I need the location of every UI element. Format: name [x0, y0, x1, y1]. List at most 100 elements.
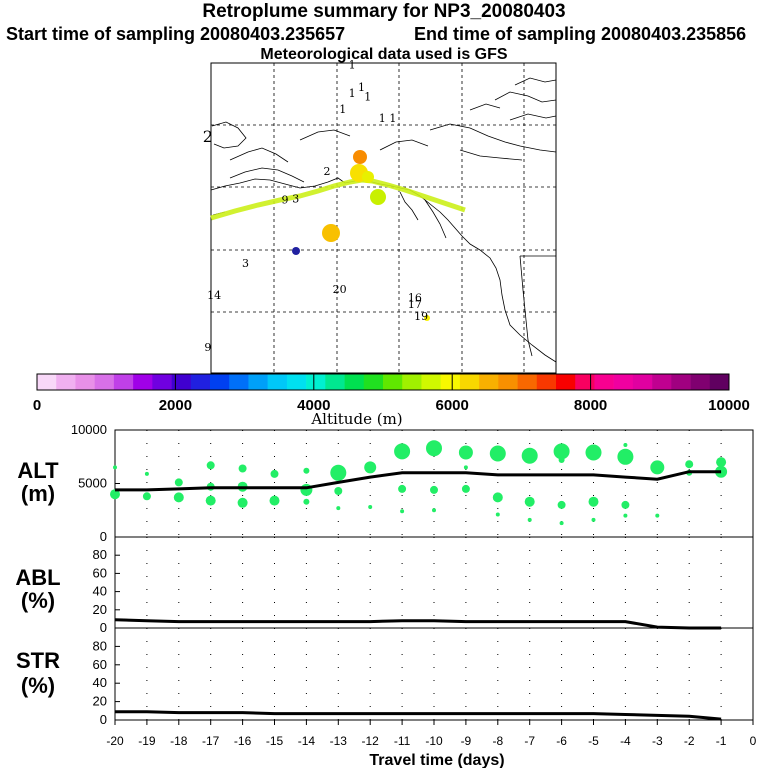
altitude-dot [621, 500, 630, 509]
map-plume-label: 1 [339, 103, 346, 116]
map-plume-label: 1 [349, 59, 356, 72]
colorbar-swatch [267, 374, 288, 390]
y-tick-label: 60 [93, 657, 107, 672]
map-gridlines [211, 63, 556, 373]
panel-abl: 0 20 40 60 80 ABL(%) [15, 536, 754, 635]
panel-label: ABL [15, 565, 60, 590]
map-plume-label: 1 [358, 81, 365, 94]
colorbar-swatch [517, 374, 538, 390]
colorbar-swatch [709, 374, 730, 390]
x-tick-label: -13 [330, 734, 348, 748]
series-line [115, 470, 722, 492]
colorbar-swatch [171, 374, 192, 390]
colorbar-tick-label: 6000 [436, 397, 469, 414]
colorbar-tick-label: 2000 [159, 397, 192, 414]
altitude-dot [591, 517, 596, 522]
x-tick-label: -10 [425, 734, 443, 748]
altitude-dot [521, 447, 538, 464]
colorbar-swatch [575, 374, 595, 390]
altitude-dot [303, 467, 310, 474]
y-tick-label: 40 [93, 584, 107, 599]
colorbar-swatch [56, 374, 76, 390]
altitude-dot [559, 521, 564, 526]
panel-label: ALT [17, 458, 59, 483]
altitude-dot [144, 471, 149, 476]
altitude-dot [330, 464, 347, 481]
colorbar-swatch [632, 374, 653, 390]
map-plume-label: 3 [292, 192, 299, 205]
x-tick-label: -12 [362, 734, 380, 748]
altitude-dot [557, 500, 566, 509]
series-line [115, 710, 722, 721]
altitude-colorbar [36, 373, 730, 391]
colorbar-swatch [344, 374, 365, 390]
map-plume-label: 1 [349, 87, 356, 100]
x-tick-label: -15 [266, 734, 284, 748]
altitude-dot [270, 469, 279, 478]
start-time-label: Start time of sampling 20080403.235657 [6, 24, 346, 44]
map-plume-label: 2 [203, 127, 213, 146]
altitude-dot [174, 478, 183, 487]
altitude-dot [685, 460, 694, 469]
altitude-dot [426, 440, 442, 457]
altitude-dot [173, 492, 184, 503]
colorbar-swatch [421, 374, 441, 390]
x-tick-label: -5 [588, 734, 599, 748]
x-tick-label: -19 [138, 734, 156, 748]
colorbar-swatch [113, 374, 134, 390]
x-tick-label: -3 [652, 734, 663, 748]
altitude-dot [558, 457, 565, 463]
colorbar-swatch [652, 374, 672, 390]
altitude-dot [237, 497, 248, 508]
series-line [114, 618, 722, 630]
x-tick-label: -11 [394, 734, 411, 748]
map-altitude-dots [292, 150, 430, 321]
colorbar-swatch [671, 374, 691, 390]
y-tick-label: 0 [100, 712, 107, 727]
map-plume-label: 9 [204, 341, 211, 354]
colorbar-swatch [286, 374, 307, 390]
altitude-dot [463, 465, 468, 470]
panel-unit-label: (m) [21, 481, 55, 506]
colorbar-swatch [190, 374, 211, 390]
altitude-dot [398, 484, 407, 493]
colorbar-swatch [536, 374, 557, 390]
map-dot [362, 171, 374, 183]
colorbar-swatch [402, 374, 422, 390]
x-tick-label: -1 [716, 734, 727, 748]
colorbar-swatch [594, 374, 614, 390]
altitude-dot [142, 492, 151, 501]
altitude-dot [269, 495, 280, 506]
map-plume-label: 1 [364, 91, 371, 104]
end-time-label: End time of sampling 20080403.235856 [414, 24, 747, 44]
altitude-dot [655, 513, 660, 518]
y-tick-label: 60 [93, 565, 107, 580]
colorbar-swatch [690, 374, 711, 390]
altitude-dot [368, 505, 373, 509]
altitude-dot [238, 464, 247, 473]
colorbar-swatch [133, 374, 153, 390]
x-axis-label: Travel time (days) [369, 752, 504, 768]
x-tick-label: -17 [202, 734, 220, 748]
x-tick-label: 0 [750, 734, 757, 748]
altitude-dot [430, 485, 438, 494]
map-dot [424, 315, 430, 321]
altitude-dot [527, 517, 532, 522]
colorbar-swatch [383, 374, 403, 390]
altitude-dot [400, 509, 405, 514]
x-tick-label: -7 [524, 734, 535, 748]
y-tick-label: 20 [93, 694, 107, 709]
y-tick-label: 40 [93, 675, 107, 690]
altitude-dot [492, 492, 503, 503]
map-plume-label: 20 [333, 283, 347, 296]
y-tick-label: 20 [93, 602, 107, 617]
map-plume-label: 17 [408, 298, 422, 311]
altitude-dot [110, 489, 120, 500]
altitude-dot [623, 443, 628, 447]
map-dot [370, 189, 386, 205]
y-tick-label: 80 [93, 547, 107, 562]
altitude-dot [461, 484, 470, 493]
y-tick-label: 5000 [78, 476, 107, 491]
altitude-dot [650, 460, 665, 475]
